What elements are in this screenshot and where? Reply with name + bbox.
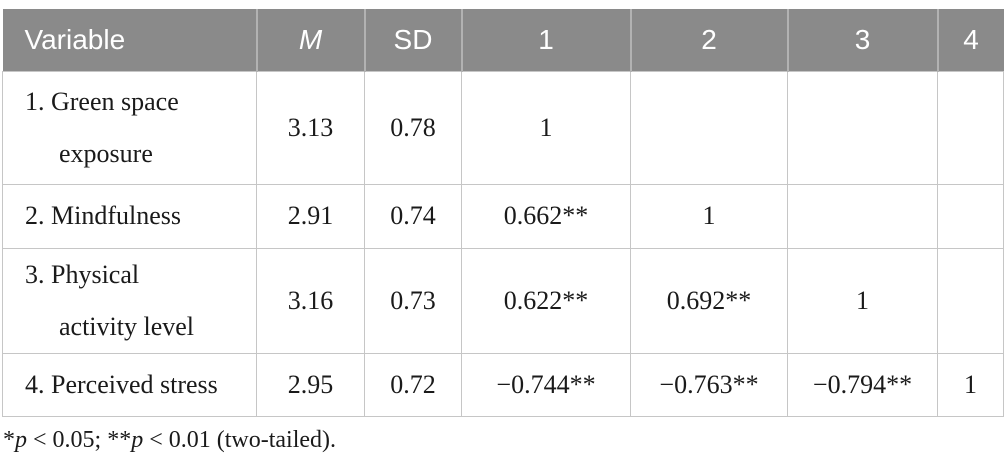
cell-corr-1: 0.622** [461, 247, 631, 354]
cell-corr-4 [937, 247, 1004, 354]
header-cell-variable: Variable [2, 9, 257, 71]
header-cell-mean: M [255, 9, 365, 71]
correlation-table: Variable M SD 1 2 3 4 1. Green space exp… [2, 9, 1004, 417]
cell-variable: 3. Physical activity level [2, 247, 257, 354]
header-cell-sd: SD [363, 9, 462, 71]
table-row: 1. Green space exposure 3.13 0.78 1 [2, 70, 1004, 185]
cell-corr-3 [787, 183, 938, 249]
footnote-text: < 0.01 (two-tailed). [143, 427, 337, 453]
cell-sd: 0.73 [364, 247, 462, 354]
variable-label: 4. Perceived stress [25, 369, 218, 399]
variable-label: 2. Mindfulness [25, 201, 181, 230]
cell-corr-4 [937, 70, 1004, 185]
cell-corr-4 [937, 183, 1004, 249]
cell-variable: 1. Green space exposure [2, 70, 257, 185]
cell-corr-2: −0.763** [630, 352, 788, 417]
cell-variable: 2. Mindfulness [2, 183, 257, 249]
cell-corr-4: 1 [937, 352, 1004, 417]
header-cell-1: 1 [460, 9, 631, 71]
cell-corr-1: −0.744** [461, 352, 631, 417]
cell-mean: 3.13 [256, 70, 365, 185]
header-cell-4: 4 [936, 9, 1004, 71]
footnote-text: < 0.05; ** [27, 427, 132, 453]
cell-sd: 0.78 [364, 70, 462, 185]
cell-variable: 4. Perceived stress [2, 352, 257, 417]
footnote-p-italic: p [131, 427, 144, 453]
variable-label: 1. Green space exposure [25, 86, 179, 168]
cell-corr-3: −0.794** [787, 352, 938, 417]
cell-corr-1: 0.662** [461, 183, 631, 249]
table-row: 4. Perceived stress 2.95 0.72 −0.744** −… [2, 352, 1004, 417]
cell-mean: 2.95 [256, 352, 365, 417]
cell-corr-3 [787, 70, 938, 185]
table-row: 3. Physical activity level 3.16 0.73 0.6… [2, 247, 1004, 354]
footnote-star: * [3, 427, 15, 453]
footnote-p-italic: p [15, 427, 27, 453]
cell-corr-2: 0.692** [630, 247, 788, 354]
cell-corr-3: 1 [787, 247, 938, 354]
cell-sd: 0.74 [364, 183, 462, 249]
table-footnote: *p < 0.05; **p < 0.01 (two-tailed). [3, 427, 336, 454]
header-cell-2: 2 [629, 9, 788, 71]
cell-corr-2: 1 [630, 183, 788, 249]
cell-corr-2 [630, 70, 788, 185]
cell-corr-1: 1 [461, 70, 631, 185]
cell-mean: 2.91 [256, 183, 365, 249]
cell-mean: 3.16 [256, 247, 365, 354]
table-row: 2. Mindfulness 2.91 0.74 0.662** 1 [2, 183, 1004, 249]
header-cell-3: 3 [786, 9, 938, 71]
variable-label: 3. Physical activity level [25, 259, 195, 341]
header-row: Variable M SD 1 2 3 4 [2, 9, 1004, 71]
cell-sd: 0.72 [364, 352, 462, 417]
